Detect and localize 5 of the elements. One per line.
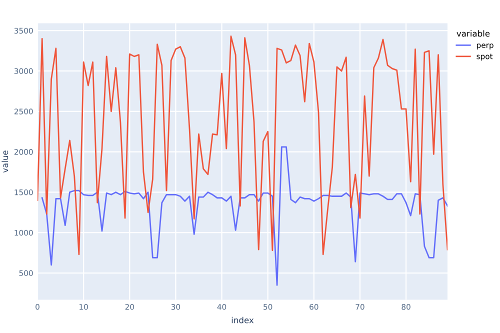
- x-axis-title: index: [232, 316, 254, 324]
- y-axis-title: value: [2, 150, 8, 173]
- legend-title: variable: [456, 30, 490, 37]
- line-series: [38, 36, 448, 256]
- line-series: [41, 146, 448, 286]
